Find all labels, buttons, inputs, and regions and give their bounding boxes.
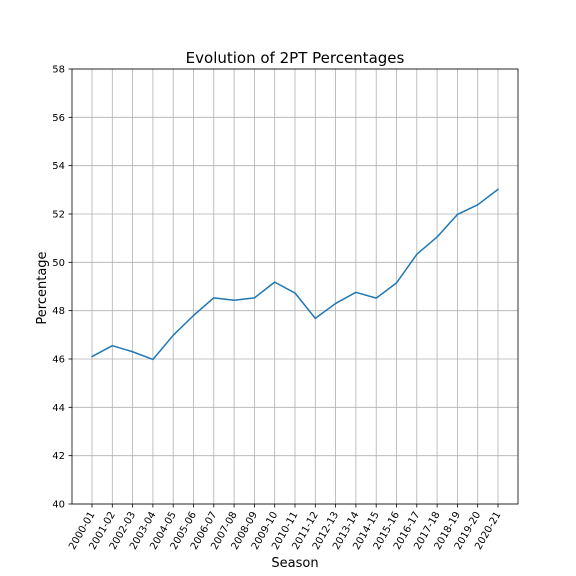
y-tick-label: 56 xyxy=(52,113,65,124)
grid-lines xyxy=(72,68,518,505)
series-line-0 xyxy=(91,188,499,361)
x-axis-label: Season xyxy=(271,556,318,571)
y-tick-label: 48 xyxy=(52,306,65,317)
y-tick-label: 52 xyxy=(52,210,65,221)
y-tick-label: 54 xyxy=(52,161,65,172)
y-tick-label: 46 xyxy=(52,355,65,366)
y-tick-label: 58 xyxy=(52,65,65,76)
y-axis-label: Percentage xyxy=(35,251,50,324)
y-tick-label: 42 xyxy=(52,451,65,462)
chart-title: Evolution of 2PT Percentages xyxy=(186,49,405,67)
y-tick-label: 50 xyxy=(52,258,65,269)
y-tick-label: 40 xyxy=(52,500,65,511)
y-tick-label: 44 xyxy=(52,403,65,414)
y-axis: 40 42 44 46 48 50 52 54 56 58 xyxy=(52,65,72,511)
series-layer xyxy=(91,188,499,361)
